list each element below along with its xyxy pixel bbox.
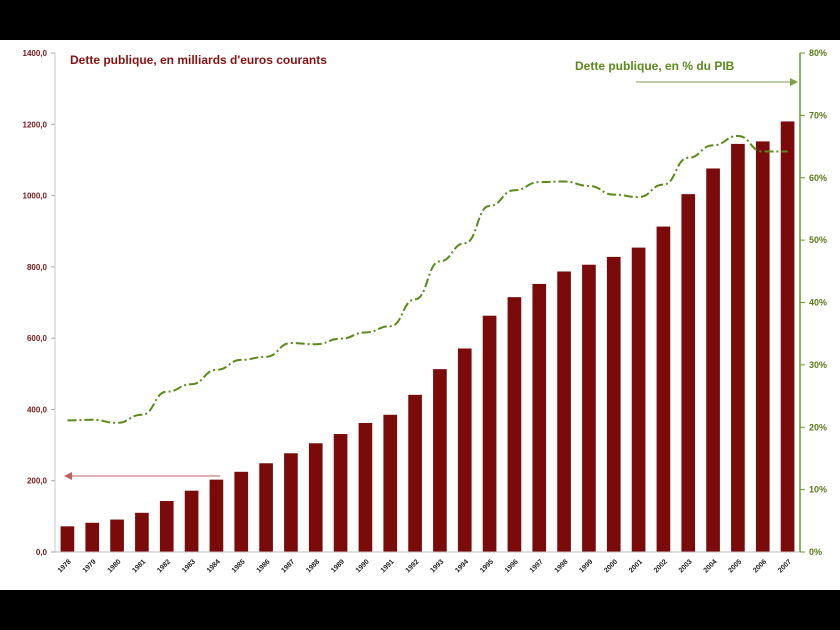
x-tick-label: 1985 bbox=[231, 558, 247, 574]
left-tick-label: 1400,0 bbox=[23, 49, 48, 58]
arrow-to-left-axis bbox=[64, 472, 220, 480]
bar-2005 bbox=[731, 143, 745, 552]
x-tick-label: 1998 bbox=[554, 558, 570, 574]
bar-1981 bbox=[135, 512, 149, 552]
x-tick-label: 1991 bbox=[380, 558, 396, 574]
left-tick-label: 800,0 bbox=[27, 263, 48, 272]
x-tick-label: 2004 bbox=[703, 558, 719, 574]
right-axis: 0% 10% 20% 30% 40% 50% 60% 70% 80% bbox=[799, 48, 827, 557]
bar-1999 bbox=[582, 264, 596, 552]
x-axis: 1978 1979 1980 1981 1982 1983 1984 1985 1986 1987… bbox=[55, 551, 800, 574]
x-tick-label: 1995 bbox=[479, 558, 495, 574]
x-tick-label: 1983 bbox=[181, 558, 197, 574]
right-tick-label: 60% bbox=[809, 173, 827, 183]
left-tick-label: 0,0 bbox=[36, 548, 48, 557]
bar-1984 bbox=[209, 479, 224, 552]
left-tick-label: 200,0 bbox=[27, 477, 48, 486]
x-tick-label: 1986 bbox=[256, 558, 272, 574]
bar-1995 bbox=[482, 315, 497, 552]
right-tick-label: 50% bbox=[809, 235, 827, 245]
bar-2000 bbox=[606, 256, 621, 552]
bar-1991 bbox=[383, 414, 398, 552]
bar-1988 bbox=[308, 443, 323, 552]
bar-1986 bbox=[259, 463, 273, 552]
right-tick-label: 70% bbox=[809, 110, 827, 120]
bar-1989 bbox=[333, 434, 348, 552]
bar-2006 bbox=[755, 141, 770, 552]
right-tick-label: 30% bbox=[809, 360, 827, 370]
x-tick-label: 1979 bbox=[82, 558, 98, 574]
right-series-title: Dette publique, en % du PIB bbox=[575, 59, 735, 73]
right-tick-label: 40% bbox=[809, 298, 827, 308]
x-tick-label: 1993 bbox=[429, 558, 445, 574]
x-tick-label: 1980 bbox=[107, 558, 123, 574]
left-series-title: Dette publique, en milliards d'euros cou… bbox=[70, 53, 327, 67]
right-tick-label: 10% bbox=[809, 485, 827, 495]
x-tick-label: 1990 bbox=[355, 558, 371, 574]
bar-1982 bbox=[159, 501, 174, 552]
bar-1987 bbox=[284, 453, 298, 552]
left-tick-label: 1000,0 bbox=[23, 192, 48, 201]
pct-gdp-line bbox=[67, 134, 788, 424]
x-tick-label: 1996 bbox=[504, 558, 520, 574]
arrow-to-right-axis bbox=[636, 78, 798, 86]
bar-1983 bbox=[184, 490, 199, 552]
bar-1998 bbox=[557, 271, 571, 552]
bar-1994 bbox=[457, 348, 472, 552]
right-tick-label: 0% bbox=[809, 547, 822, 557]
x-tick-label: 1988 bbox=[305, 558, 321, 574]
x-tick-label: 1982 bbox=[156, 558, 172, 574]
bar-2003 bbox=[681, 194, 696, 552]
left-tick-label: 1200,0 bbox=[23, 120, 48, 129]
left-tick-label: 600,0 bbox=[27, 334, 48, 343]
bar-1992 bbox=[408, 394, 422, 552]
bar-2007 bbox=[780, 121, 795, 552]
line-series bbox=[67, 134, 788, 424]
bar-1990 bbox=[358, 422, 373, 552]
left-axis: 0,0 200,0 400,0 600,0 800,0 1000,0 1200,0 1400,… bbox=[23, 49, 56, 557]
x-tick-label: 2005 bbox=[727, 558, 743, 574]
left-tick-label: 400,0 bbox=[27, 405, 48, 414]
x-tick-label: 2001 bbox=[628, 558, 644, 574]
right-tick-label: 20% bbox=[809, 422, 827, 432]
x-tick-label: 1984 bbox=[206, 558, 222, 574]
bar-1985 bbox=[234, 471, 249, 552]
x-tick-label: 1978 bbox=[57, 558, 73, 574]
right-tick-label: 80% bbox=[809, 48, 827, 58]
x-tick-label: 2000 bbox=[603, 558, 619, 574]
x-tick-label: 1989 bbox=[330, 558, 346, 574]
chart-frame: 0,0 200,0 400,0 600,0 800,0 1000,0 1200,0 1400,… bbox=[0, 40, 840, 590]
x-tick-label: 1997 bbox=[529, 558, 545, 574]
bar-2002 bbox=[656, 226, 671, 552]
bar-1997 bbox=[532, 283, 547, 552]
debt-chart: 0,0 200,0 400,0 600,0 800,0 1000,0 1200,0 1400,… bbox=[23, 48, 827, 574]
x-tick-label: 1987 bbox=[280, 558, 296, 574]
x-tick-label: 1992 bbox=[405, 558, 421, 574]
x-tick-label: 1981 bbox=[131, 558, 147, 574]
bar-2004 bbox=[706, 168, 720, 553]
x-tick-label: 1994 bbox=[454, 558, 470, 574]
bar-1980 bbox=[110, 519, 124, 552]
x-tick-label: 2006 bbox=[752, 558, 768, 574]
bar-1979 bbox=[85, 522, 100, 552]
x-tick-label: 2003 bbox=[678, 558, 694, 574]
bar-1993 bbox=[433, 369, 447, 552]
x-tick-label: 2002 bbox=[653, 558, 669, 574]
x-tick-label: 1999 bbox=[578, 558, 594, 574]
bar-1978 bbox=[60, 526, 75, 552]
bar-2001 bbox=[631, 247, 646, 553]
bar-1996 bbox=[507, 297, 522, 552]
x-tick-label: 2007 bbox=[777, 558, 793, 574]
bar-series bbox=[60, 121, 795, 553]
